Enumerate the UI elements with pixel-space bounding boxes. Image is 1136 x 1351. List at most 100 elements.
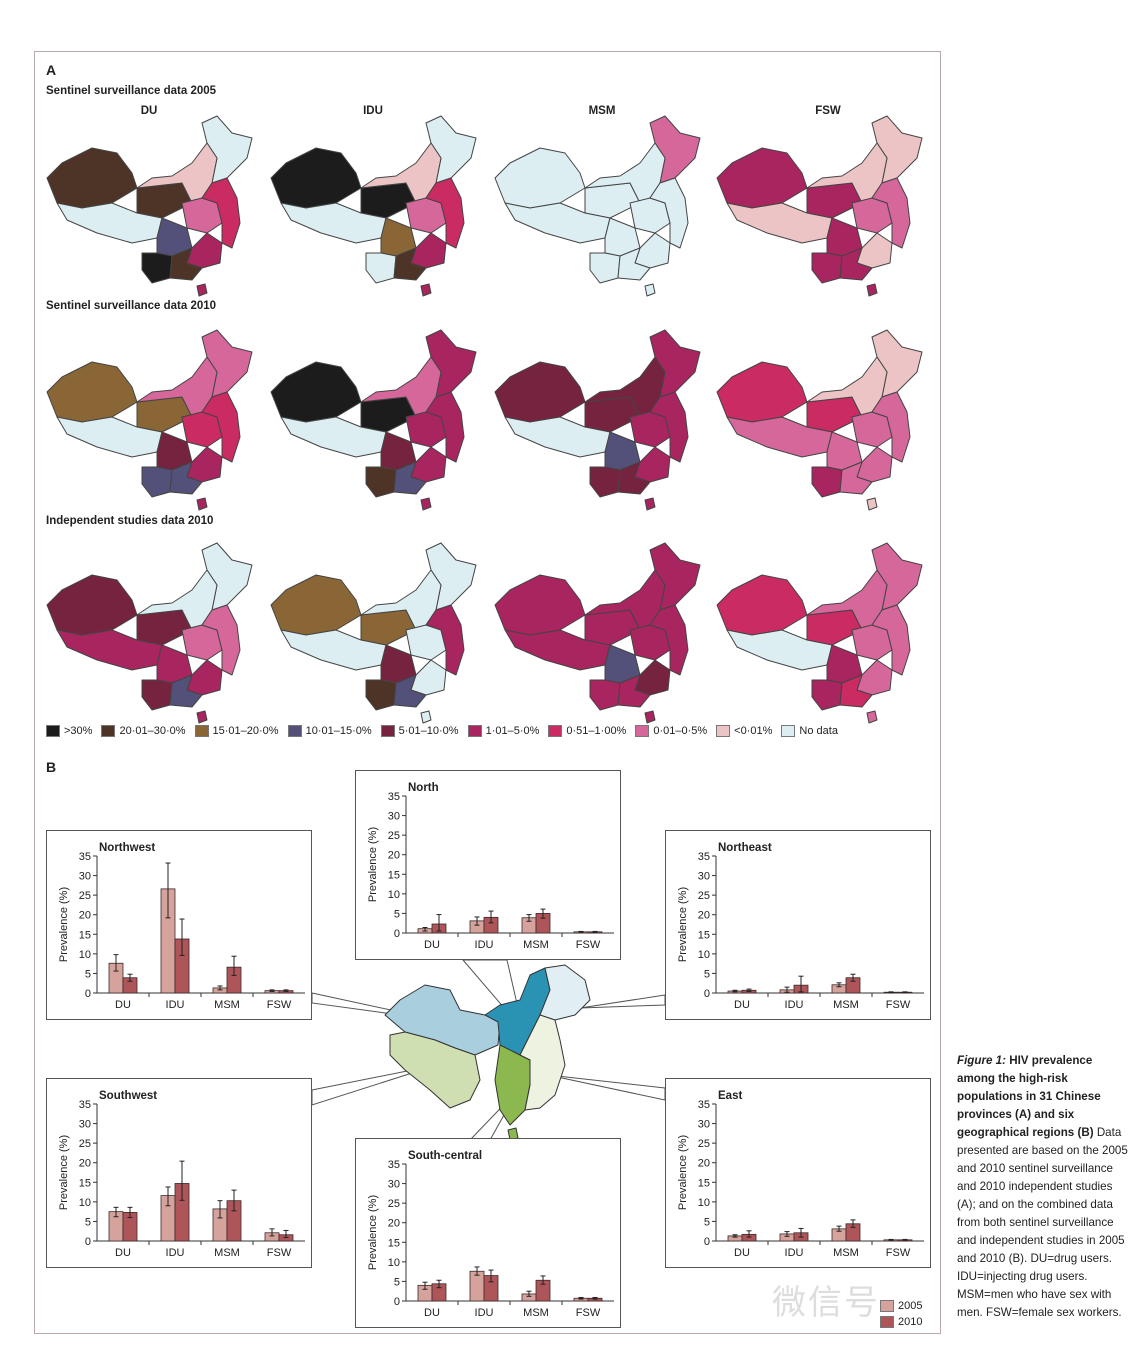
- chart-svg: Southwest Prevalence (%) 0 5 10 15 20 25 30 35 DU I…: [58, 1090, 305, 1259]
- province-guangxi: [169, 461, 203, 495]
- chart-south-central: South-central Prevalence (%) 0 5 10 15 20 25 30 3…: [355, 1138, 621, 1328]
- choropleth-map: [494, 115, 701, 297]
- legend-item: 15·01–20·0%: [194, 725, 279, 737]
- province-north: [360, 569, 442, 631]
- province-center: [405, 197, 447, 234]
- province-center: [629, 197, 671, 234]
- province-south: [410, 232, 447, 269]
- legend-swatch: [194, 725, 209, 737]
- province-east: [201, 604, 241, 676]
- province-hainan: [420, 283, 432, 297]
- legend-label: <0·01%: [734, 725, 773, 737]
- chart-southwest: Southwest Prevalence (%) 0 5 10 15 20 25 30 35 DU I…: [46, 1078, 312, 1268]
- province-north: [584, 356, 666, 418]
- chart-svg: South-central Prevalence (%) 0 5 10 15 20 25 30 3…: [367, 1150, 614, 1319]
- y-tick-label: 15: [79, 1177, 91, 1189]
- y-tick-label: 20: [79, 1158, 91, 1170]
- y-axis-label: Prevalence (%): [677, 1135, 689, 1210]
- legend-label: 1·01–5·0%: [485, 725, 540, 737]
- column-title-msm: MSM: [588, 105, 616, 117]
- province-south: [634, 446, 671, 483]
- y-tick-label: 10: [698, 949, 710, 961]
- province-north: [360, 356, 442, 418]
- province-south: [410, 659, 447, 696]
- legend-label: No data: [799, 725, 838, 737]
- chart-east: East Prevalence (%) 0 5 10 15 20 25 30 35 DU IDU MSM…: [665, 1078, 931, 1268]
- watermark: 微信号: [772, 1284, 880, 1322]
- y-tick-label: 0: [394, 1296, 400, 1308]
- province-hainan: [420, 710, 432, 724]
- y-tick-label: 10: [388, 1257, 400, 1269]
- chart-title: South-central: [408, 1150, 482, 1162]
- chart-svg: Northwest Prevalence (%) 0 5 10 15 20 25 30 35 DU I…: [58, 842, 305, 1011]
- bar-legend-item-2005: 2005: [880, 1298, 922, 1314]
- x-tick-label: FSW: [267, 999, 292, 1011]
- province-north: [806, 356, 888, 418]
- province-center: [405, 624, 447, 661]
- province-hainan: [866, 710, 878, 724]
- x-tick-label: FSW: [886, 1247, 911, 1259]
- x-tick-label: FSW: [267, 1247, 292, 1259]
- y-tick-label: 5: [85, 1216, 91, 1228]
- province-yunnan: [589, 252, 621, 284]
- legend-label: 20·01–30·0%: [119, 725, 186, 737]
- legend-item: 5·01–10·0%: [380, 725, 459, 737]
- x-tick-label: DU: [115, 1247, 131, 1259]
- province-east: [425, 391, 465, 463]
- province-hainan: [644, 710, 656, 724]
- y-tick-label: 35: [388, 1159, 400, 1171]
- choropleth-map: [716, 329, 923, 511]
- y-tick-label: 30: [698, 871, 710, 883]
- chart-northeast: Northeast Prevalence (%) 0 5 10 15 20 25 30 35 DU I…: [665, 830, 931, 1020]
- province-east: [649, 391, 689, 463]
- choropleth-map: [716, 542, 923, 724]
- y-tick-label: 25: [79, 890, 91, 902]
- province-center: [181, 197, 223, 234]
- legend-label: 10·01–15·0%: [305, 725, 372, 737]
- y-tick-label: 10: [79, 949, 91, 961]
- chart-title: Southwest: [99, 1090, 157, 1102]
- province-yunnan: [365, 679, 397, 711]
- province-hainan: [866, 497, 878, 511]
- bar-2005-idu: [469, 1270, 485, 1302]
- y-tick-label: 10: [79, 1197, 91, 1209]
- province-center: [851, 624, 893, 661]
- province-north: [584, 142, 666, 204]
- legend-item: <0·01%: [716, 725, 772, 737]
- chart-title: East: [718, 1090, 742, 1102]
- x-tick-label: IDU: [166, 999, 185, 1011]
- y-tick-label: 5: [704, 1216, 710, 1228]
- x-tick-label: FSW: [576, 939, 601, 951]
- province-south: [856, 446, 893, 483]
- y-tick-label: 15: [388, 1237, 400, 1249]
- x-tick-label: MSM: [523, 939, 549, 951]
- y-tick-label: 30: [79, 1119, 91, 1131]
- province-center: [629, 624, 671, 661]
- y-tick-label: 20: [388, 1218, 400, 1230]
- y-tick-label: 15: [698, 1177, 710, 1189]
- caption-title-text: HIV prevalence among the high-risk popul…: [957, 1054, 1101, 1139]
- y-tick-label: 30: [698, 1119, 710, 1131]
- row-title-2005-sentinel: Sentinel surveillance data 2005: [46, 85, 217, 97]
- chart-title: North: [408, 782, 439, 794]
- y-tick-label: 5: [394, 908, 400, 920]
- panel-a-label: A: [46, 62, 57, 78]
- y-tick-label: 25: [698, 1138, 710, 1150]
- province-guangxi: [839, 674, 873, 708]
- legend-swatch: [716, 725, 731, 737]
- y-tick-label: 5: [394, 1276, 400, 1288]
- province-south: [856, 232, 893, 269]
- bar-legend-swatch: [880, 1300, 894, 1312]
- bar-legend: 2005 2010: [880, 1298, 922, 1330]
- y-axis-label: Prevalence (%): [367, 1195, 379, 1270]
- y-axis-label: Prevalence (%): [58, 1135, 70, 1210]
- y-axis-label: Prevalence (%): [367, 827, 379, 902]
- y-tick-label: 20: [79, 910, 91, 922]
- province-guangxi: [393, 674, 427, 708]
- province-center: [851, 197, 893, 234]
- province-center: [629, 411, 671, 448]
- province-yunnan: [365, 252, 397, 284]
- y-tick-label: 35: [698, 851, 710, 863]
- choropleth-map: [270, 542, 477, 724]
- region-northeast: [539, 964, 591, 1021]
